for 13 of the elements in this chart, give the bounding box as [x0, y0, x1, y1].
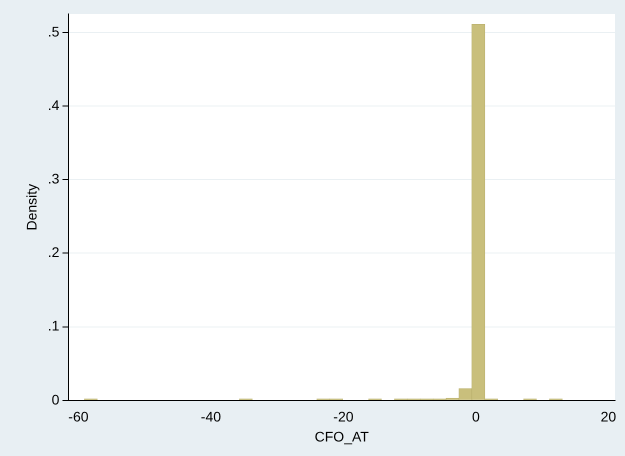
y-tick-label: .5 — [48, 23, 60, 40]
y-tick-label: .1 — [48, 318, 60, 334]
y-tick-label: .4 — [48, 96, 60, 113]
x-tick-label: 20 — [600, 408, 616, 425]
y-axis-title: Density — [23, 184, 40, 231]
x-tick-label: 0 — [472, 408, 480, 425]
x-tick-label: -20 — [333, 408, 354, 425]
y-tick-label: 0 — [52, 391, 60, 408]
x-tick-label: -40 — [200, 408, 222, 425]
y-tick-label: .3 — [48, 170, 60, 186]
x-tick-label: -60 — [68, 408, 89, 425]
x-axis-title: CFO_AT — [314, 428, 370, 444]
y-tick-label: .2 — [48, 244, 60, 260]
